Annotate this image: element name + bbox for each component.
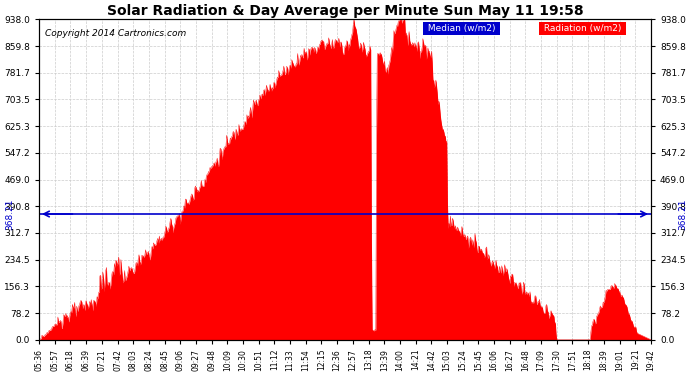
Title: Solar Radiation & Day Average per Minute Sun May 11 19:58: Solar Radiation & Day Average per Minute… xyxy=(107,4,583,18)
Text: 368.21: 368.21 xyxy=(6,198,14,230)
Text: Copyright 2014 Cartronics.com: Copyright 2014 Cartronics.com xyxy=(45,29,186,38)
Text: Median (w/m2): Median (w/m2) xyxy=(424,24,498,33)
Text: 368.21: 368.21 xyxy=(678,198,687,230)
Text: Radiation (w/m2): Radiation (w/m2) xyxy=(541,24,624,33)
